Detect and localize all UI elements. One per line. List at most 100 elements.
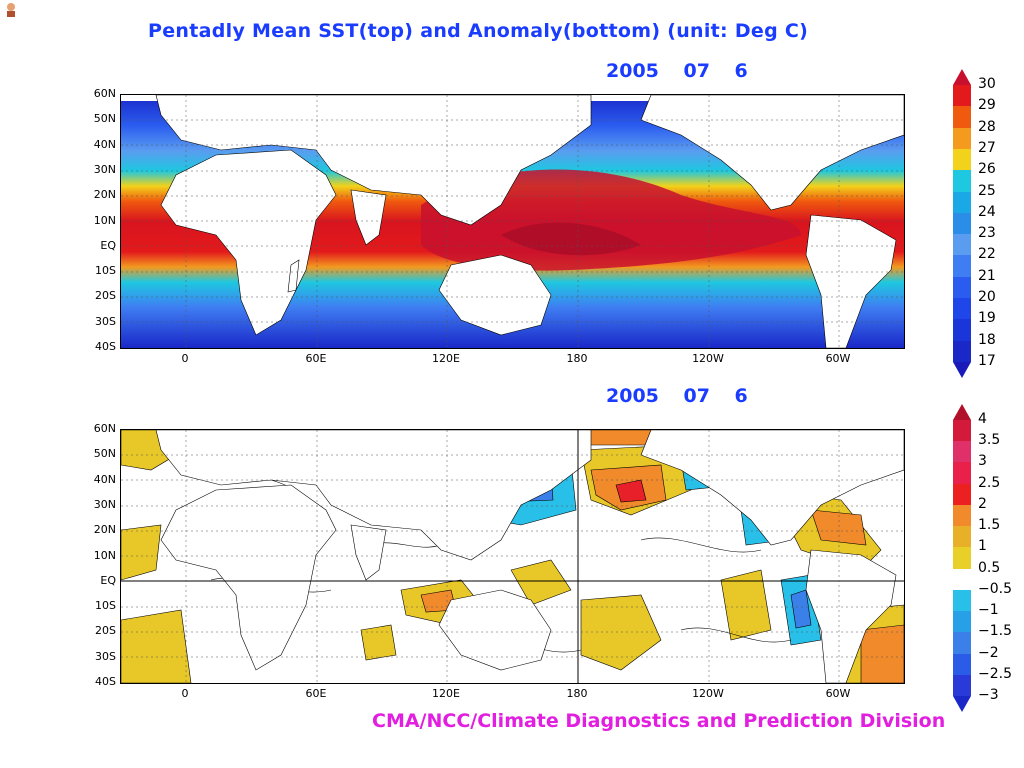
colorbar-label: −2: [978, 644, 999, 661]
y-tick-label: 30N: [93, 162, 116, 176]
y-tick-label: 60N: [93, 422, 116, 435]
y-tick-label: EQ: [100, 573, 116, 587]
anomaly-map: [121, 430, 904, 683]
colorbar-segment: [953, 611, 971, 633]
x-tick-label: 0: [181, 687, 189, 700]
colorbar-label: 2.5: [978, 474, 1001, 491]
colorbar-segment: [953, 148, 971, 171]
colorbar-segment: [953, 212, 971, 235]
colorbar-segment: [953, 526, 971, 548]
colorbar-label: 29: [978, 97, 996, 114]
colorbar-segment: [953, 106, 971, 129]
colorbar-label: −2.5: [978, 665, 1012, 682]
x-tick-label: 60E: [305, 687, 327, 700]
y-tick-label: 10N: [93, 213, 116, 227]
x-tick-label: 0: [181, 352, 189, 365]
colorbar-segment: [953, 632, 971, 655]
sst-map: [121, 95, 904, 348]
colorbar-segment: [953, 191, 971, 214]
colorbar-segment: [953, 483, 971, 506]
colorbar-label: 1.5: [978, 517, 1001, 534]
x-tick-label: 180: [566, 687, 588, 700]
y-tick-label: 20S: [95, 624, 116, 638]
colorbar-label: 3.5: [978, 432, 1001, 449]
x-tick-label: 60W: [825, 352, 851, 365]
colorbar-segment: [953, 340, 971, 363]
colorbar-segment: [953, 276, 971, 299]
sst-map-panel: [120, 94, 905, 349]
x-tick-label: 120W: [692, 352, 724, 365]
colorbar-max-arrow: [953, 404, 971, 420]
y-tick-label: 10N: [93, 548, 116, 562]
y-tick-label: 60N: [93, 87, 116, 100]
colorbar-segment: [953, 504, 971, 527]
colorbar-label: 3: [978, 453, 987, 470]
anomaly-map-panel: [120, 429, 905, 684]
bottom-date: 2005 07 6: [606, 385, 748, 407]
y-tick-label: 30S: [95, 314, 116, 328]
credit-text: CMA/NCC/Climate Diagnostics and Predicti…: [372, 710, 946, 732]
colorbar-label: 21: [978, 267, 996, 284]
y-tick-label: 10S: [95, 264, 116, 278]
colorbar-segment: [953, 420, 971, 442]
y-tick-label: 40N: [93, 472, 116, 486]
y-tick-label: 40S: [95, 675, 116, 688]
y-tick-label: 10S: [95, 599, 116, 613]
x-tick-label: 120E: [432, 352, 460, 365]
colorbar-segment: [953, 674, 971, 697]
y-tick-label: 50N: [93, 112, 116, 126]
colorbar-max-arrow: [953, 69, 971, 85]
y-tick-label: 40S: [95, 340, 116, 353]
colorbar-segment: [953, 441, 971, 463]
colorbar-label: 22: [978, 246, 996, 263]
colorbar-segment: [953, 462, 971, 485]
y-tick-label: 20N: [93, 188, 116, 202]
colorbar-segment: [953, 127, 971, 150]
colorbar-segment: [953, 653, 971, 676]
colorbar-label: 30: [978, 76, 996, 92]
colorbar-label: −3: [978, 687, 999, 703]
colorbar-label: 18: [978, 331, 996, 348]
x-tick-label: 120E: [432, 687, 460, 700]
colorbar-label: 0.5: [978, 559, 1001, 576]
colorbar-segment: [953, 319, 971, 342]
colorbar-segment: [953, 234, 971, 256]
y-tick-label: 30S: [95, 649, 116, 663]
colorbar-label: 1: [978, 538, 987, 555]
colorbar-label: −1: [978, 602, 999, 619]
colorbar-segment: [953, 298, 971, 320]
x-tick-label: 120W: [692, 687, 724, 700]
colorbar-label: −0.5: [978, 580, 1012, 597]
colorbar-segment: [953, 589, 971, 612]
y-tick-label: 50N: [93, 447, 116, 461]
y-tick-label: 40N: [93, 137, 116, 151]
y-tick-label: 20S: [95, 289, 116, 303]
colorbar-label: −1.5: [978, 623, 1012, 640]
colorbar-label: 2: [978, 495, 987, 512]
y-tick-label: EQ: [100, 238, 116, 252]
colorbar-label: 20: [978, 289, 996, 306]
colorbar-segment: [953, 568, 971, 591]
colorbar-label: 23: [978, 225, 996, 242]
colorbar-min-arrow: [953, 362, 971, 378]
colorbar-label: 17: [978, 353, 996, 369]
x-tick-label: 180: [566, 352, 588, 365]
y-tick-label: 30N: [93, 497, 116, 511]
colorbar-segment: [953, 170, 971, 193]
colorbar-label: 27: [978, 139, 996, 156]
x-tick-label: 60W: [825, 687, 851, 700]
y-tick-label: 20N: [93, 523, 116, 537]
colorbar-segment: [953, 255, 971, 278]
colorbar-min-arrow: [953, 696, 971, 712]
logo-icon: [4, 2, 18, 18]
colorbar-segment: [953, 85, 971, 107]
page-title: Pentadly Mean SST(top) and Anomaly(botto…: [148, 20, 809, 42]
top-date: 2005 07 6: [606, 60, 748, 82]
colorbar-label: 4: [978, 411, 987, 427]
colorbar-label: 28: [978, 118, 996, 135]
colorbar-segment: [953, 547, 971, 570]
x-tick-label: 60E: [305, 352, 327, 365]
colorbar-label: 25: [978, 182, 996, 199]
colorbar-label: 19: [978, 310, 996, 327]
colorbar-label: 26: [978, 161, 996, 178]
